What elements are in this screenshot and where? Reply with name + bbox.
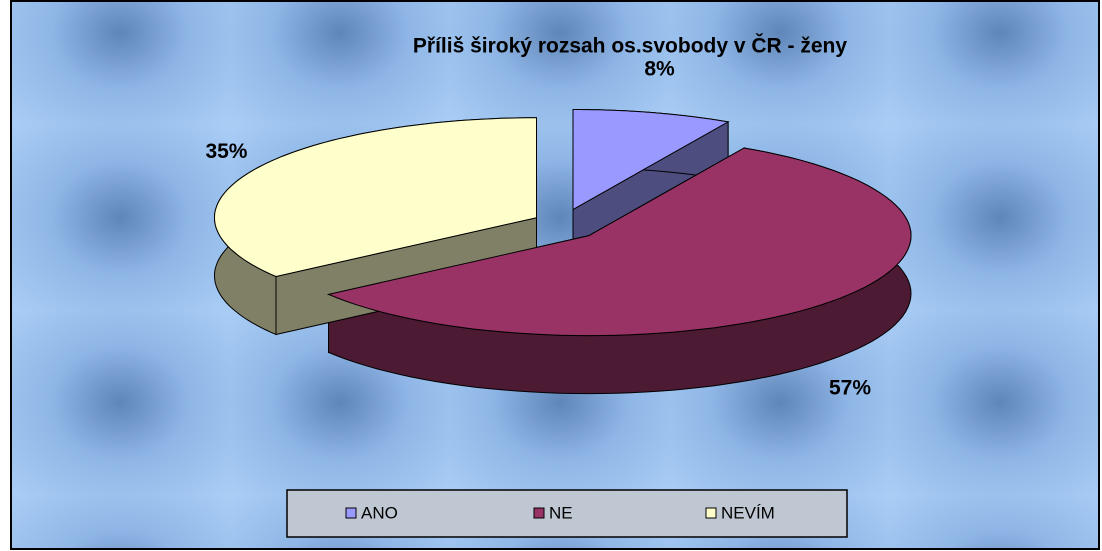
legend-label: ANO <box>361 503 398 522</box>
legend-label: NE <box>549 503 573 522</box>
legend-swatch <box>705 507 717 519</box>
data-label: 8% <box>644 58 675 81</box>
slice <box>572 109 730 211</box>
slice <box>213 117 537 278</box>
data-label: 35% <box>205 140 247 163</box>
legend-swatch <box>345 507 357 519</box>
slice <box>326 147 912 337</box>
data-label: 57% <box>829 376 871 399</box>
legend-swatch <box>533 507 545 519</box>
legend-label: NEVÍM <box>721 503 775 522</box>
legend <box>286 489 848 538</box>
chart-title: Příliš široký rozsah os.svobody v ČR - ž… <box>413 34 847 58</box>
